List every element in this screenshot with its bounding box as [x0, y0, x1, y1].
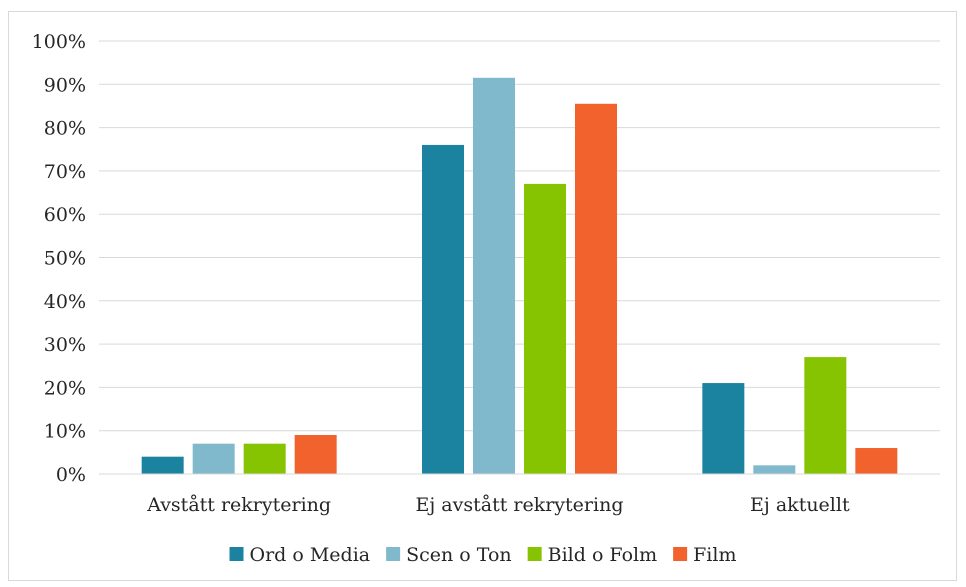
bar-4-1 [294, 435, 337, 474]
y-tick-label-80: 80% [44, 118, 86, 140]
bar-4-2 [575, 103, 617, 474]
legend: Ord o Media Scen o Ton Bild o Folm Film [229, 544, 736, 566]
y-tick-label-70: 70% [44, 161, 86, 183]
bar-1-3 [702, 383, 745, 474]
bar-3-3 [804, 357, 847, 474]
legend-label-4: Film [693, 544, 736, 566]
legend-label-1: Ord o Media [250, 544, 371, 566]
y-tick-label-90: 90% [44, 74, 86, 96]
bar-2-2 [473, 77, 515, 475]
y-tick-label-40: 40% [44, 291, 86, 313]
legend-swatch-3 [527, 547, 542, 561]
legend-label-3: Bild o Folm [548, 544, 657, 566]
legend-label-2: Scen o Ton [406, 544, 512, 566]
y-tick-label-20: 20% [44, 377, 86, 399]
legend-swatch-2 [386, 547, 401, 561]
bars [141, 77, 898, 475]
category-label-1: Avstått rekrytering [146, 494, 331, 516]
y-tick-label-100: 100% [32, 31, 86, 53]
gridlines [99, 40, 940, 432]
y-tick-label-50: 50% [44, 248, 86, 270]
x-axis-category-labels: Avstått rekrytering Ej avstått rekryterin… [146, 494, 850, 516]
bar-1-1 [141, 456, 184, 474]
category-label-3: Ej aktuellt [750, 494, 850, 516]
y-axis-tick-labels: 0% 10% 20% 30% 40% 50% 60% 70% 80% 90% 100% [32, 31, 86, 486]
bar-2-3 [753, 465, 796, 474]
legend-swatch-4 [673, 547, 688, 561]
y-tick-label-60: 60% [44, 204, 86, 226]
bar-3-2 [524, 183, 566, 474]
y-tick-label-30: 30% [44, 334, 86, 356]
y-tick-label-0: 0% [56, 464, 86, 486]
y-tick-label-10: 10% [44, 421, 86, 443]
bar-4-3 [855, 448, 898, 474]
bar-1-2 [422, 144, 464, 475]
legend-swatch-1 [229, 547, 244, 561]
bar-2-1 [192, 443, 235, 474]
bar-3-1 [243, 443, 286, 474]
category-label-2: Ej avstått rekrytering [416, 494, 624, 516]
